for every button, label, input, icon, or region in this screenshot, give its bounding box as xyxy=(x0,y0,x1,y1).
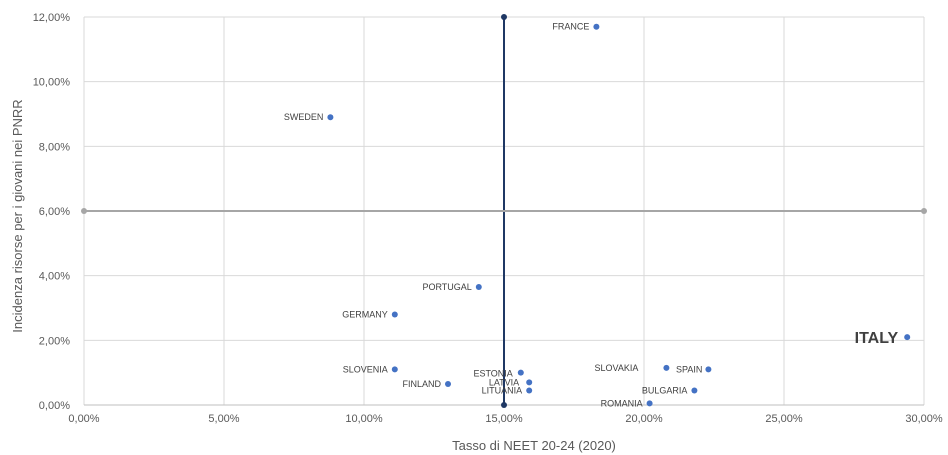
point-germany xyxy=(391,311,398,318)
x-tick-label: 20,00% xyxy=(625,413,663,425)
point-label-finland: FINLAND xyxy=(402,379,441,389)
point-bulgaria xyxy=(691,387,698,394)
reference-line-end-marker xyxy=(81,208,87,214)
x-tick-label: 10,00% xyxy=(345,413,383,425)
y-tick-label: 8,00% xyxy=(39,141,70,153)
x-tick-label: 25,00% xyxy=(765,413,803,425)
data-points: FRANCE SWEDEN PORTUGAL GERMANY ITALY SLOVENIA… xyxy=(284,22,911,408)
reference-line-end-marker xyxy=(501,402,507,408)
x-tick-label: 30,00% xyxy=(905,413,943,425)
point-italy xyxy=(904,334,911,341)
y-tick-label: 0,00% xyxy=(39,400,70,412)
point-label-spain: SPAIN xyxy=(676,364,702,374)
point-label-estonia: ESTONIA xyxy=(473,369,512,379)
point-estonia xyxy=(517,369,524,376)
x-axis-ticks: 0,00% 5,00% 10,00% 15,00% 20,00% 25,00% 30,00% xyxy=(68,413,942,425)
y-tick-label: 10,00% xyxy=(33,77,71,89)
y-tick-label: 2,00% xyxy=(39,335,70,347)
point-label-slovenia: SLOVENIA xyxy=(343,364,388,374)
x-tick-label: 5,00% xyxy=(208,413,239,425)
point-label-latvia: LATVIA xyxy=(489,377,519,387)
point-finland xyxy=(445,380,451,387)
point-label-sweden: SWEDEN xyxy=(284,112,324,122)
reference-line-end-marker xyxy=(501,14,507,20)
y-axis-ticks: 0,00% 2,00% 4,00% 6,00% 8,00% 10,00% 12,00% xyxy=(33,12,71,412)
point-france xyxy=(593,23,600,30)
y-tick-label: 4,00% xyxy=(39,271,70,283)
point-label-lituania: LITUANIA xyxy=(482,385,523,395)
y-axis-title: Incidenza risorse per i giovani nei PNRR xyxy=(10,99,25,332)
point-latvia xyxy=(526,379,533,386)
point-portugal xyxy=(475,283,482,290)
x-tick-label: 15,00% xyxy=(485,413,523,425)
point-slovenia xyxy=(391,366,398,373)
reference-lines xyxy=(81,14,927,408)
point-spain xyxy=(705,366,712,373)
point-label-slovakia: SLOVAKIA xyxy=(595,363,639,373)
point-label-italy: ITALY xyxy=(855,330,899,347)
point-lituania xyxy=(526,387,533,394)
reference-line-end-marker xyxy=(921,208,927,214)
point-sweden xyxy=(327,114,334,121)
y-tick-label: 12,00% xyxy=(33,12,71,24)
point-romania xyxy=(646,400,653,407)
point-label-bulgaria: BULGARIA xyxy=(642,385,688,395)
point-label-portugal: PORTUGAL xyxy=(422,282,471,292)
point-label-france: FRANCE xyxy=(552,22,589,32)
point-slovakia xyxy=(663,364,670,371)
x-tick-label: 0,00% xyxy=(68,413,99,425)
x-axis-title: Tasso di NEET 20-24 (2020) xyxy=(452,438,616,453)
point-label-germany: GERMANY xyxy=(342,309,388,319)
point-label-romania: ROMANIA xyxy=(601,398,643,408)
y-tick-label: 6,00% xyxy=(39,206,70,218)
